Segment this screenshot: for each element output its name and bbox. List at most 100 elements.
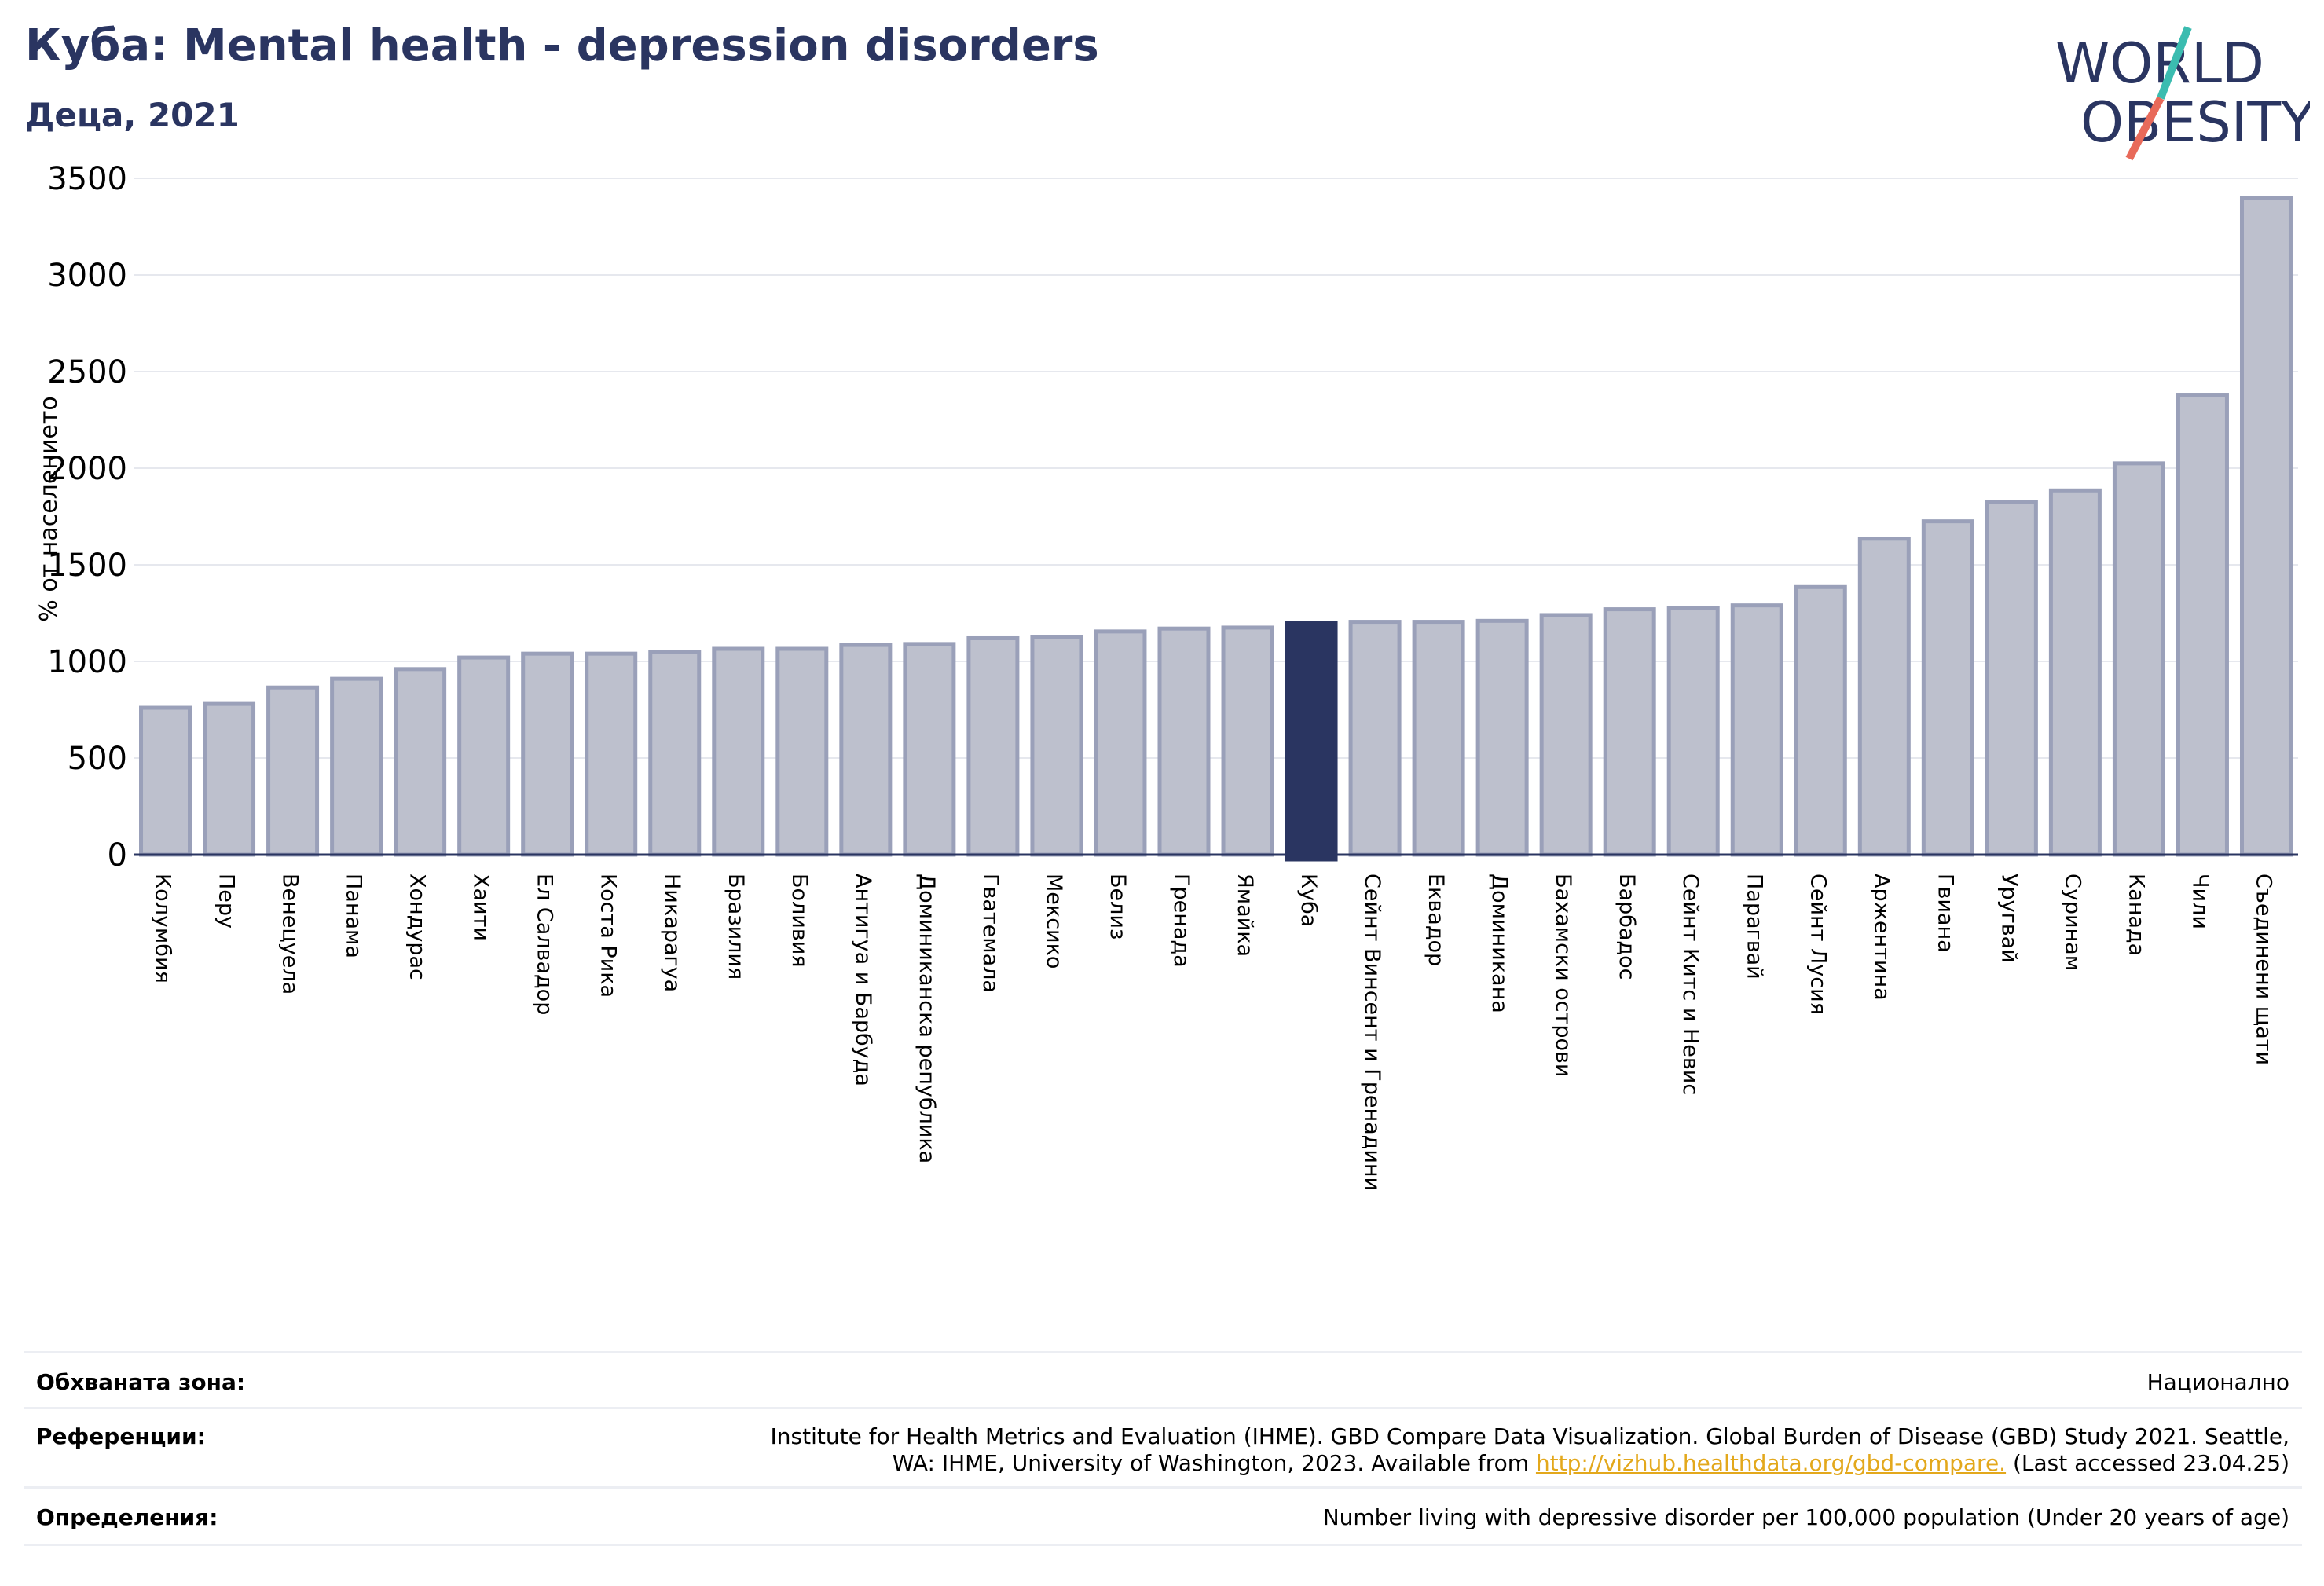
bar	[1921, 519, 1974, 857]
bar	[457, 655, 511, 857]
chart-title: Куба: Mental health - depression disorde…	[25, 20, 1099, 71]
x-tick-label: Ел Салвадор	[533, 874, 557, 1015]
bar	[585, 651, 638, 857]
references-row: Референции: Institute for Health Metrics…	[24, 1407, 2302, 1486]
references-text-pre: WA: IHME, University of Washington, 2023…	[892, 1450, 1536, 1476]
x-tick-label: Гренада	[1169, 874, 1193, 968]
x-tick-label: Чили	[2187, 874, 2212, 929]
y-tick-label: 3000	[47, 258, 127, 294]
x-tick-label: Бразилия	[724, 874, 748, 980]
x-tick-label: Мексико	[1042, 874, 1066, 969]
bar	[712, 646, 765, 857]
bar	[1030, 635, 1083, 857]
bar	[1157, 626, 1211, 857]
x-tick-label: Венецуела	[278, 874, 302, 994]
x-tick-label: Колумбия	[151, 874, 175, 983]
x-tick-label: Хондурас	[405, 874, 430, 980]
definitions-value: Number living with depressive disorder p…	[1322, 1504, 2289, 1530]
y-tick-label: 2000	[47, 451, 127, 487]
x-tick-label: Суринам	[2060, 874, 2084, 971]
y-tick-label: 2500	[47, 354, 127, 390]
bar	[1603, 607, 1656, 857]
x-tick-label: Гвиана	[1933, 874, 1957, 953]
bar	[1475, 618, 1529, 857]
bar	[775, 646, 829, 857]
bar	[1794, 584, 1847, 857]
x-tick-label: Боливия	[787, 874, 812, 968]
bar	[648, 650, 702, 857]
logo-slash-bottom	[2125, 96, 2165, 161]
references-label: Референции:	[36, 1423, 206, 1449]
x-tick-label: Гватемала	[978, 874, 1003, 993]
bar	[1221, 625, 1274, 857]
logo-text-obesity: OBESITY	[2080, 90, 2310, 155]
coverage-label: Обхваната зона:	[36, 1369, 246, 1395]
x-tick-label: Барбадос	[1615, 874, 1639, 980]
x-tick-label: Доминиканска република	[915, 874, 939, 1163]
x-tick-labels: Колумбия Перу Венецуела Панама Хондурас Хаити…	[151, 874, 2276, 1191]
bar	[139, 705, 192, 857]
bar	[839, 643, 893, 857]
definitions-label: Определения:	[36, 1504, 218, 1530]
bar	[521, 651, 574, 857]
x-tick-label: Сейнт Винсент и Гренадини	[1360, 874, 1384, 1191]
bar	[966, 635, 1020, 857]
bar	[2048, 488, 2102, 857]
bar	[1666, 606, 1720, 857]
references-link[interactable]: http://vizhub.healthdata.org/gbd-compare…	[1535, 1450, 2007, 1476]
x-tick-label: Доминикана	[1487, 874, 1512, 1013]
x-tick-label: Коста Рика	[596, 874, 621, 998]
references-line-1: Institute for Health Metrics and Evaluat…	[770, 1423, 2289, 1449]
bar	[1857, 537, 1911, 857]
y-axis-label: % от населението	[35, 396, 63, 621]
references-text-post: (Last accessed 23.04.25)	[2006, 1450, 2289, 1476]
references-line-2: WA: IHME, University of Washington, 2023…	[771, 1450, 2289, 1477]
bar	[1730, 603, 1783, 857]
bar-chart: 0 500 1000 1500 2000 2500 3000 3500 Колумбия Пер…	[35, 161, 2298, 1191]
y-tick-label: 500	[68, 741, 127, 777]
x-tick-label: Белиз	[1105, 874, 1130, 940]
x-tick-label: Панама	[342, 874, 366, 958]
y-tick-label: 1500	[47, 548, 127, 584]
x-tick-label: Никарагуа	[660, 874, 684, 992]
chart-subtitle: Деца, 2021	[25, 96, 240, 134]
bar	[1539, 613, 1593, 857]
x-tick-label: Аржентина	[1869, 874, 1893, 1001]
bar	[330, 676, 383, 857]
bars	[139, 196, 2293, 862]
x-tick-label: Антигуа и Барбуда	[851, 874, 875, 1086]
bar	[1412, 620, 1465, 857]
x-tick-label: Бахамски острови	[1551, 874, 1575, 1077]
bar	[2176, 393, 2229, 857]
bar	[1985, 500, 2038, 857]
logo-slash-top	[2157, 26, 2192, 100]
x-tick-label: Еквадор	[1424, 874, 1448, 966]
bar	[203, 701, 256, 857]
x-tick-label: Куба	[1296, 874, 1321, 927]
info-table: Обхваната зона: Национално Референции: I…	[24, 1351, 2302, 1546]
x-tick-label: Канада	[2124, 874, 2148, 956]
x-tick-label: Уругвай	[1996, 874, 2021, 963]
y-tick-label: 3500	[47, 161, 127, 197]
bar	[1094, 629, 1147, 857]
bar-highlight	[1285, 621, 1338, 862]
bar	[266, 685, 320, 857]
x-tick-label: Съединени щати	[2251, 874, 2275, 1065]
x-tick-label: Сейнт Китс и Невис	[1678, 874, 1703, 1095]
x-tick-label: Ямайка	[1233, 874, 1257, 957]
references-value: Institute for Health Metrics and Evaluat…	[771, 1423, 2289, 1477]
y-tick-labels: 0 500 1000 1500 2000 2500 3000 3500	[47, 161, 127, 874]
definitions-row: Определения: Number living with depressi…	[24, 1486, 2302, 1546]
bar	[394, 667, 447, 857]
logo-text-world: WORLD	[2055, 31, 2264, 96]
bar	[903, 642, 956, 857]
x-tick-label: Перу	[214, 874, 239, 929]
x-tick-label: Сейнт Лусия	[1805, 874, 1830, 1015]
world-obesity-logo: WORLD OBESITY	[2055, 26, 2310, 161]
x-tick-label: Хаити	[469, 874, 493, 941]
x-tick-label: Парагвай	[1742, 874, 1766, 980]
y-tick-label: 0	[108, 837, 127, 874]
coverage-row: Обхваната зона: Национално	[24, 1351, 2302, 1407]
bar	[1348, 620, 1402, 857]
coverage-value: Национално	[2146, 1369, 2289, 1395]
